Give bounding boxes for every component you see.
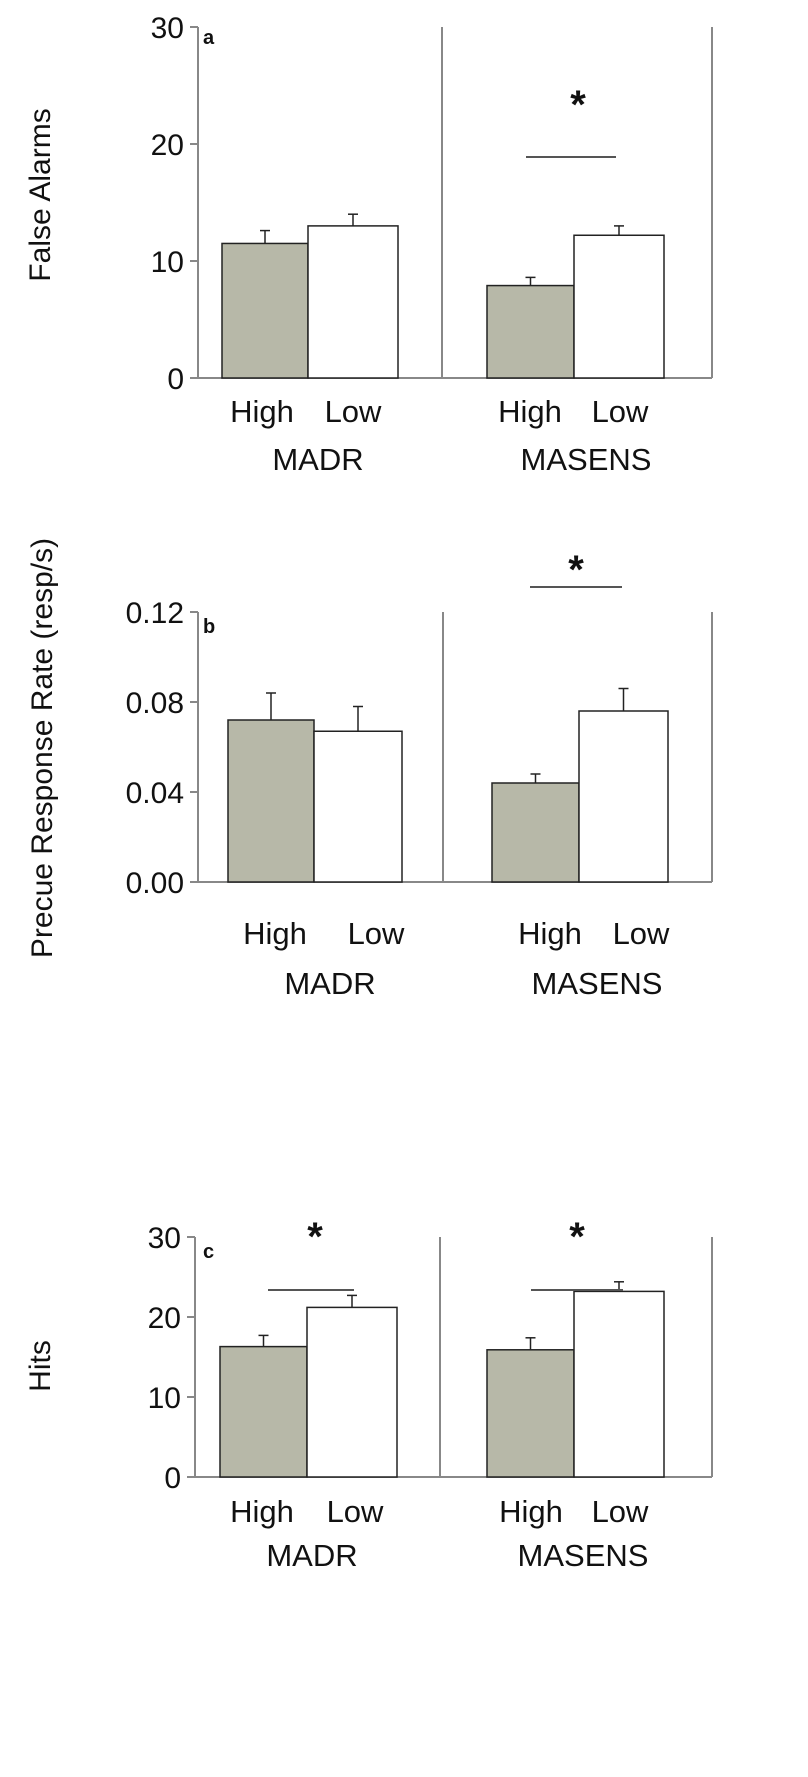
category-label: Low — [325, 394, 382, 429]
y-axis-title: Precue Response Rate (resp/s) — [26, 538, 59, 958]
bar-masens-low — [573, 234, 665, 379]
category-label: High — [518, 916, 582, 951]
bar-madr-low — [307, 225, 399, 379]
group-label: MASENS — [518, 1538, 649, 1573]
y-tick-label: 10 — [151, 246, 184, 279]
panel-label: b — [203, 616, 215, 638]
bar-madr-high — [221, 242, 309, 379]
bar-masens-low — [573, 1290, 665, 1478]
panel-label: a — [203, 27, 215, 49]
y-axis-title: Hits — [24, 1340, 57, 1392]
bar-masens-high — [486, 284, 575, 379]
bar-madr-high — [219, 1345, 308, 1478]
category-label: High — [243, 916, 307, 951]
category-label: High — [499, 1494, 563, 1529]
y-tick-label: 0 — [167, 363, 184, 396]
y-tick-label: 20 — [148, 1302, 181, 1335]
bar-madr-low — [306, 1306, 398, 1478]
group-label: MADR — [272, 442, 363, 477]
bar-madr-low — [313, 730, 403, 883]
y-tick-label: 0 — [164, 1462, 181, 1495]
group-label: MADR — [266, 1538, 357, 1573]
category-label: Low — [592, 394, 649, 429]
category-label: Low — [592, 1494, 649, 1529]
category-label: High — [230, 394, 294, 429]
group-label: MASENS — [532, 966, 663, 1001]
bar-masens-low — [578, 710, 669, 883]
significance-star: * — [568, 548, 584, 592]
significance-star: * — [570, 83, 586, 127]
y-tick-label: 0.04 — [126, 777, 184, 810]
group-label: MASENS — [521, 442, 652, 477]
significance-star: * — [307, 1215, 323, 1259]
significance-star: * — [569, 1215, 585, 1259]
category-label: Low — [613, 916, 670, 951]
category-label: Low — [348, 916, 405, 951]
bar-masens-high — [486, 1349, 575, 1478]
y-tick-label: 0.08 — [126, 687, 184, 720]
category-label: High — [498, 394, 562, 429]
y-tick-label: 30 — [151, 12, 184, 45]
y-tick-label: 0.00 — [126, 867, 184, 900]
category-label: Low — [327, 1494, 384, 1529]
bar-madr-high — [227, 719, 315, 883]
y-tick-label: 30 — [148, 1222, 181, 1255]
bar-masens-high — [491, 782, 580, 883]
group-label: MADR — [284, 966, 375, 1001]
y-axis-title: False Alarms — [24, 108, 57, 281]
panel-label: c — [203, 1241, 214, 1263]
category-label: High — [230, 1494, 294, 1529]
y-tick-label: 10 — [148, 1382, 181, 1415]
y-tick-label: 0.12 — [126, 597, 184, 630]
y-tick-label: 20 — [151, 129, 184, 162]
